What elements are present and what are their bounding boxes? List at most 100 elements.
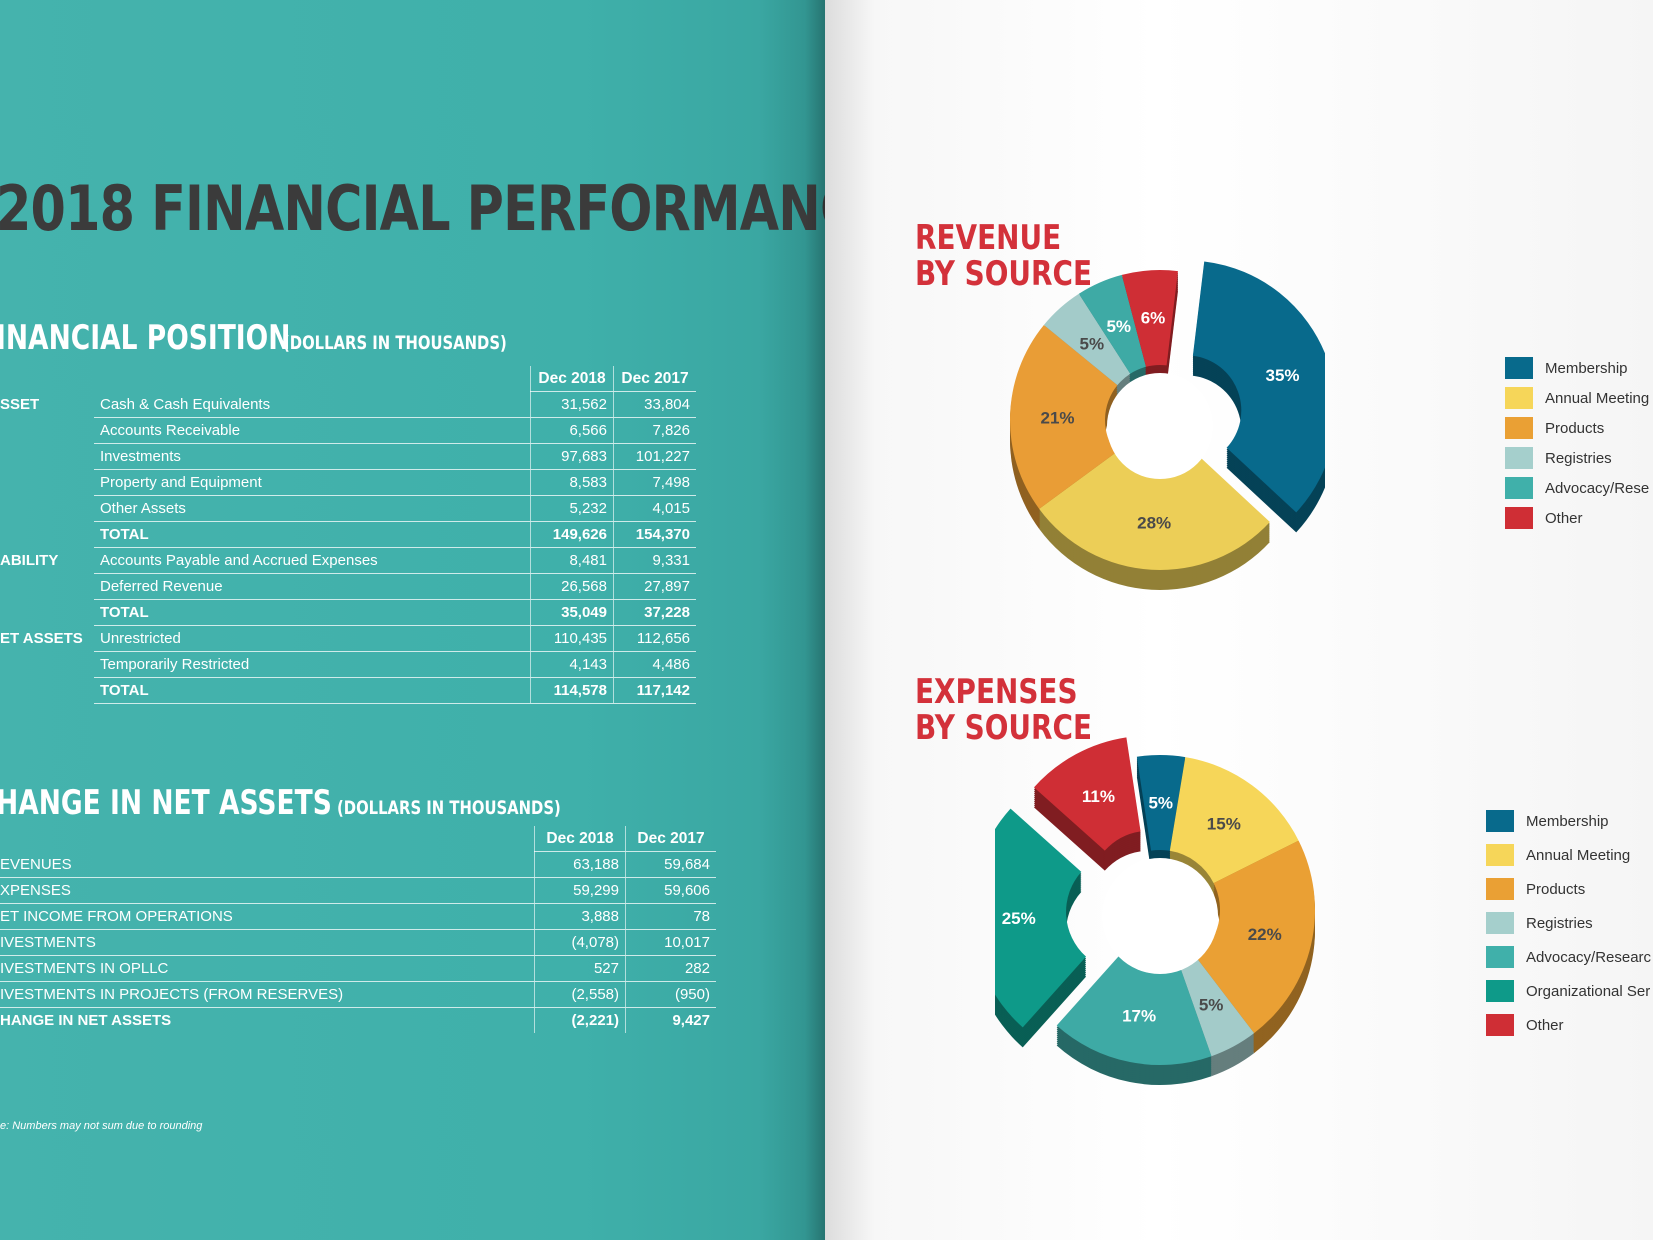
financial-position-subtitle: (DOLLARS IN THOUSANDS)	[283, 332, 508, 354]
slice-label: 15%	[1207, 814, 1241, 833]
change-item-label: HANGE IN NET ASSETS	[0, 1012, 172, 1029]
legend-swatch	[1505, 387, 1533, 409]
position-item-label: Property and Equipment	[94, 469, 531, 496]
position-value-2018: 149,626	[530, 521, 614, 548]
slice-products	[1010, 325, 1118, 509]
legend-swatch	[1486, 946, 1514, 968]
position-row: ABILITY Accounts Payable and Accrued Expe…	[0, 547, 696, 574]
expenses-legend-item: Advocacy/Researc	[1486, 940, 1651, 974]
position-value-2017: 33,804	[613, 391, 696, 418]
legend-swatch	[1486, 844, 1514, 866]
position-item-label: Accounts Payable and Accrued Expenses	[94, 547, 531, 574]
position-row: TOTAL 149,626 154,370	[0, 521, 696, 548]
position-category	[0, 522, 94, 548]
change-value-2018: 63,188	[534, 851, 626, 878]
slice-membership	[1136, 755, 1186, 851]
legend-label: Products	[1545, 419, 1605, 437]
change-row: HANGE IN NET ASSETS (2,221) 9,427	[0, 1007, 716, 1033]
position-item-label: TOTAL	[94, 677, 531, 704]
legend-label: Registries	[1526, 914, 1593, 932]
position-value-2018: 8,583	[530, 469, 614, 496]
position-value-2018: 114,578	[530, 677, 614, 704]
revenue-legend-item: Annual Meeting	[1505, 383, 1649, 413]
position-value-2018: 5,232	[530, 495, 614, 522]
position-item-label: Accounts Receivable	[94, 417, 531, 444]
slice-label: 28%	[1137, 513, 1171, 532]
change-col-2018: Dec 2018	[534, 826, 626, 852]
slice-membership	[1192, 261, 1325, 513]
financial-position-table: Dec 2018 Dec 2017 SSET Cash & Cash Equiva…	[0, 366, 696, 704]
position-category: ABILITY	[0, 552, 59, 569]
position-row: Property and Equipment 8,583 7,498	[0, 469, 696, 496]
revenue-legend-item: Membership	[1505, 353, 1649, 383]
position-value-2017: 154,370	[613, 521, 696, 548]
position-value-2018: 8,481	[530, 547, 614, 574]
revenue-title-line1: REVENUE	[915, 218, 1062, 258]
change-row: XPENSES 59,299 59,606	[0, 877, 716, 904]
position-item-label: Deferred Revenue	[94, 573, 531, 600]
position-value-2018: 6,566	[530, 417, 614, 444]
position-row: Temporarily Restricted 4,143 4,486	[0, 651, 696, 678]
legend-label: Advocacy/Rese	[1545, 479, 1650, 497]
slice-label: 6%	[1141, 309, 1166, 328]
revenue-legend-item: Other	[1505, 503, 1649, 533]
position-item-label: Investments	[94, 443, 531, 470]
position-category	[0, 470, 94, 496]
position-row: Accounts Receivable 6,566 7,826	[0, 417, 696, 444]
slice-organizational-ser	[995, 808, 1087, 1028]
position-col-2017: Dec 2017	[613, 366, 696, 392]
position-item-label: Other Assets	[94, 495, 531, 522]
revenue-legend-item: Products	[1505, 413, 1649, 443]
legend-swatch	[1505, 357, 1533, 379]
change-row: IVESTMENTS (4,078) 10,017	[0, 929, 716, 956]
change-item-label: EVENUES	[0, 851, 535, 878]
slice-annual-meeting	[1169, 757, 1299, 884]
position-category	[0, 444, 94, 470]
change-net-assets-heading: HANGE IN NET ASSETS (DOLLARS IN THOUSANDS…	[0, 783, 623, 823]
position-item-label: TOTAL	[94, 521, 531, 548]
change-net-assets-title: HANGE IN NET ASSETS	[0, 783, 332, 823]
position-item-label: Temporarily Restricted	[94, 651, 531, 678]
slice-label: 21%	[1041, 408, 1075, 427]
page-title: 2018 FINANCIAL PERFORMANCE	[0, 172, 825, 245]
legend-swatch	[1486, 912, 1514, 934]
slice-annual-meeting	[1039, 452, 1270, 570]
position-value-2017: 112,656	[613, 625, 696, 652]
revenue-legend-item: Advocacy/Rese	[1505, 473, 1649, 503]
legend-swatch	[1505, 447, 1533, 469]
change-value-2017: 59,684	[625, 851, 716, 878]
position-item-label: Unrestricted	[94, 625, 531, 652]
position-row: Investments 97,683 101,227	[0, 443, 696, 470]
donut-hole	[1107, 373, 1213, 479]
position-value-2017: 117,142	[613, 677, 696, 704]
slice-label: 5%	[1199, 996, 1224, 1015]
legend-label: Products	[1526, 880, 1586, 898]
position-category	[0, 600, 94, 626]
change-value-2017: 78	[625, 903, 716, 930]
page-gutter	[805, 0, 825, 1240]
position-col-2018: Dec 2018	[530, 366, 614, 392]
change-item-label: IVESTMENTS	[0, 929, 535, 956]
position-value-2017: 4,486	[613, 651, 696, 678]
position-row: Deferred Revenue 26,568 27,897	[0, 573, 696, 600]
change-value-2017: 59,606	[625, 877, 716, 904]
slice-advocacy-rese	[1078, 274, 1147, 374]
slice-registries	[1179, 957, 1255, 1057]
change-value-2017: 9,427	[625, 1007, 716, 1033]
change-value-2017: (950)	[625, 981, 716, 1008]
slice-registries	[1043, 293, 1131, 386]
change-value-2018: (4,078)	[534, 929, 626, 956]
slice-label: 5%	[1079, 334, 1104, 353]
position-value-2017: 101,227	[613, 443, 696, 470]
position-row: SSET Cash & Cash Equivalents 31,562 33,804	[0, 391, 696, 418]
change-value-2018: 59,299	[534, 877, 626, 904]
change-net-assets-table: Dec 2018 Dec 2017 EVENUES 63,188 59,684 XPE…	[0, 826, 716, 1033]
revenue-donut-chart: 35% 28% 21% 5%5% 6%	[1010, 261, 1325, 590]
slice-other	[1121, 270, 1178, 367]
position-value-2017: 37,228	[613, 599, 696, 626]
expenses-donut-chart: 5% 15% 22% 5% 17% 25% 11%	[995, 737, 1315, 1085]
change-value-2018: (2,558)	[534, 981, 626, 1008]
legend-swatch	[1505, 507, 1533, 529]
slice-label: 17%	[1122, 1006, 1156, 1025]
slice-label: 11%	[1082, 787, 1115, 806]
